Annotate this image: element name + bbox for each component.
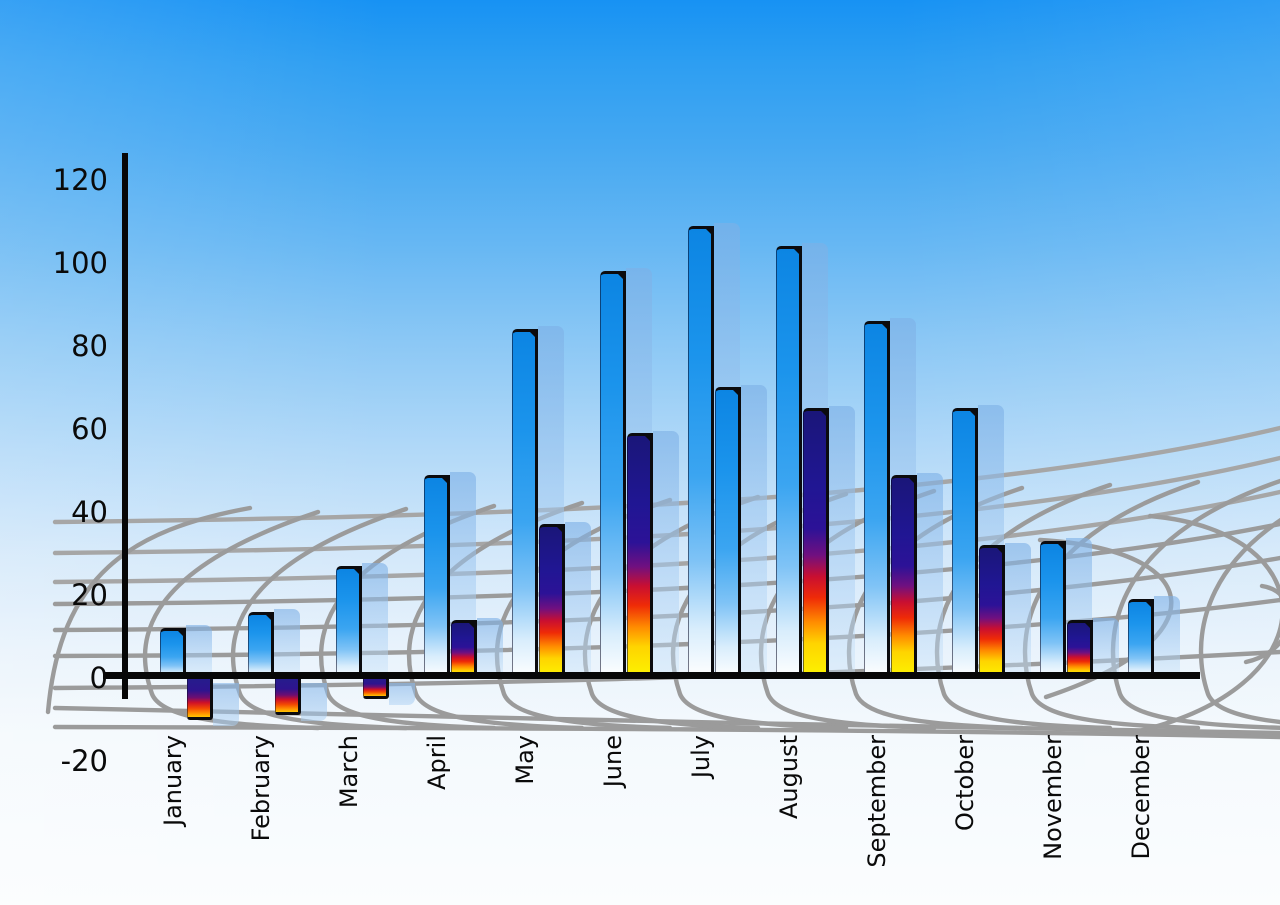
bar-shadow-february-secondary <box>301 683 327 721</box>
y-tick-label-120: 120 <box>52 163 108 197</box>
y-tick-label-60: 60 <box>71 412 108 446</box>
y-axis-line <box>122 153 128 699</box>
bar-shadow-february-primary <box>274 609 300 678</box>
bar-march-secondary <box>363 678 389 699</box>
bar-september-primary <box>864 321 890 678</box>
grid-corner-curve <box>1198 517 1280 725</box>
bar-may-primary <box>512 329 538 678</box>
bar-shadow-january-secondary <box>213 683 239 726</box>
bar-november-secondary <box>1067 620 1093 678</box>
y-tick-label-40: 40 <box>71 495 108 529</box>
bar-shadow-october-secondary <box>1005 543 1031 678</box>
bar-shadow-november-secondary <box>1093 618 1119 678</box>
bar-may-secondary <box>539 524 565 678</box>
bar-shadow-june-secondary <box>653 431 679 678</box>
bar-shadow-december-primary <box>1154 596 1180 678</box>
y-tick-label--20: -20 <box>60 744 108 778</box>
bar-february-primary <box>248 612 274 678</box>
bar-october-primary <box>952 408 978 678</box>
bar-june-primary <box>600 271 626 678</box>
bar-july-primary <box>688 226 714 678</box>
bar-april-primary <box>424 475 450 678</box>
y-tick-label-20: 20 <box>71 578 108 612</box>
bar-shadow-march-secondary <box>389 683 415 705</box>
bar-shadow-august-secondary <box>829 406 855 678</box>
bar-july-secondary <box>715 387 741 678</box>
bar-october-secondary <box>979 545 1005 678</box>
y-tick-label-80: 80 <box>71 329 108 363</box>
bar-shadow-september-secondary <box>917 473 943 678</box>
bar-december-primary <box>1128 599 1154 678</box>
bar-june-secondary <box>627 433 653 678</box>
bar-shadow-may-secondary <box>565 522 591 678</box>
bar-shadow-march-primary <box>362 563 388 678</box>
bar-shadow-april-secondary <box>477 618 503 678</box>
bar-august-secondary <box>803 408 829 678</box>
bar-november-primary <box>1040 541 1066 678</box>
y-tick-label-100: 100 <box>52 246 108 280</box>
bar-shadow-july-secondary <box>741 385 767 678</box>
bar-shadow-january-primary <box>186 625 212 678</box>
grid-corner-curve <box>318 503 497 731</box>
y-tick-label-0: 0 <box>89 661 108 695</box>
bar-april-secondary <box>451 620 477 678</box>
x-axis-line <box>103 672 1200 679</box>
bar-august-primary <box>776 246 802 678</box>
bar-february-secondary <box>275 678 301 715</box>
grid-corner-curve <box>1110 478 1280 731</box>
bar-march-primary <box>336 566 362 678</box>
bar-january-primary <box>160 628 186 678</box>
bar-september-secondary <box>891 475 917 678</box>
bar-january-secondary <box>187 678 213 720</box>
